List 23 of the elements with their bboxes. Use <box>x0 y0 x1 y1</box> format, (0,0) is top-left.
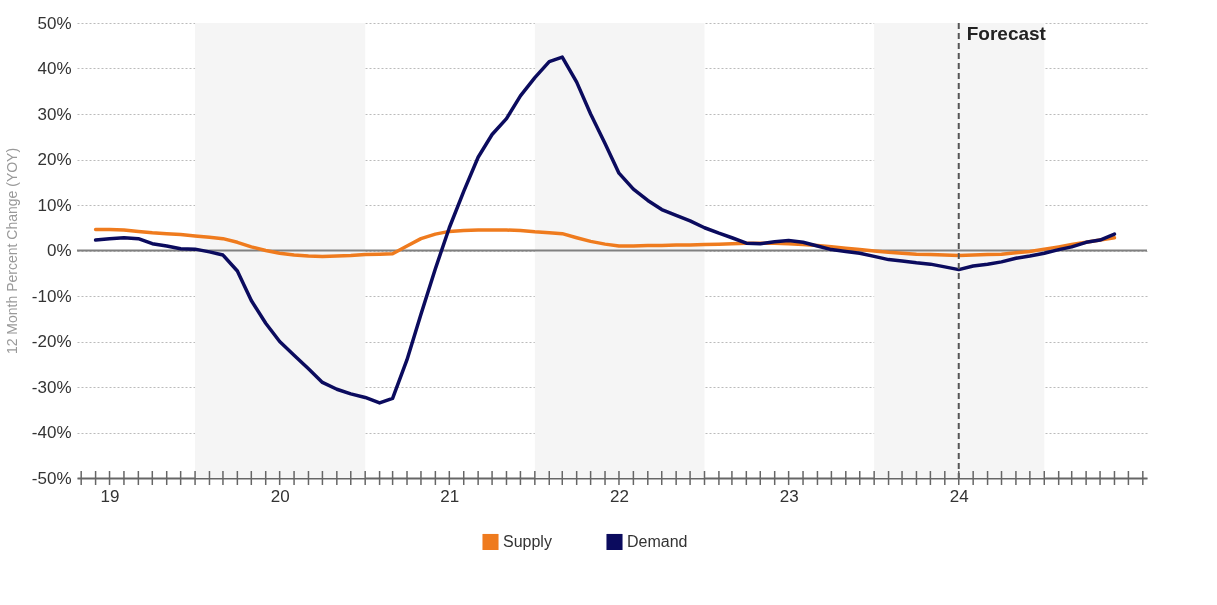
y-tick-label: -40% <box>31 423 72 442</box>
y-tick-label: -50% <box>31 468 72 488</box>
y-tick-label: 30% <box>37 104 72 124</box>
y-axis-title: 12 Month Percent Change (YOY) <box>3 147 20 355</box>
line-series <box>93 55 1117 405</box>
ref-line-label: Forecast <box>966 23 1047 44</box>
y-tick-label: 0% <box>46 241 72 260</box>
y-tick-label: 10% <box>37 195 72 215</box>
legend-label: Supply <box>503 532 552 550</box>
y-tick-label: -10% <box>31 286 72 306</box>
x-tick-label: 22 <box>610 486 629 506</box>
y-tick-label: 50% <box>37 13 72 33</box>
x-tick-label: 19 <box>100 486 120 506</box>
legend-label: Demand <box>627 532 688 550</box>
y-tick-label: 40% <box>37 59 72 78</box>
y-tick-label: 20% <box>37 150 72 169</box>
y-tick-label: -20% <box>31 332 72 351</box>
y-tick-label: -30% <box>31 377 72 397</box>
line-series <box>93 227 1117 259</box>
x-tick-label: 23 <box>779 486 799 506</box>
x-tick-label: 21 <box>440 486 460 506</box>
x-tick-label: 20 <box>270 486 290 506</box>
x-tick-label: 24 <box>949 486 969 506</box>
